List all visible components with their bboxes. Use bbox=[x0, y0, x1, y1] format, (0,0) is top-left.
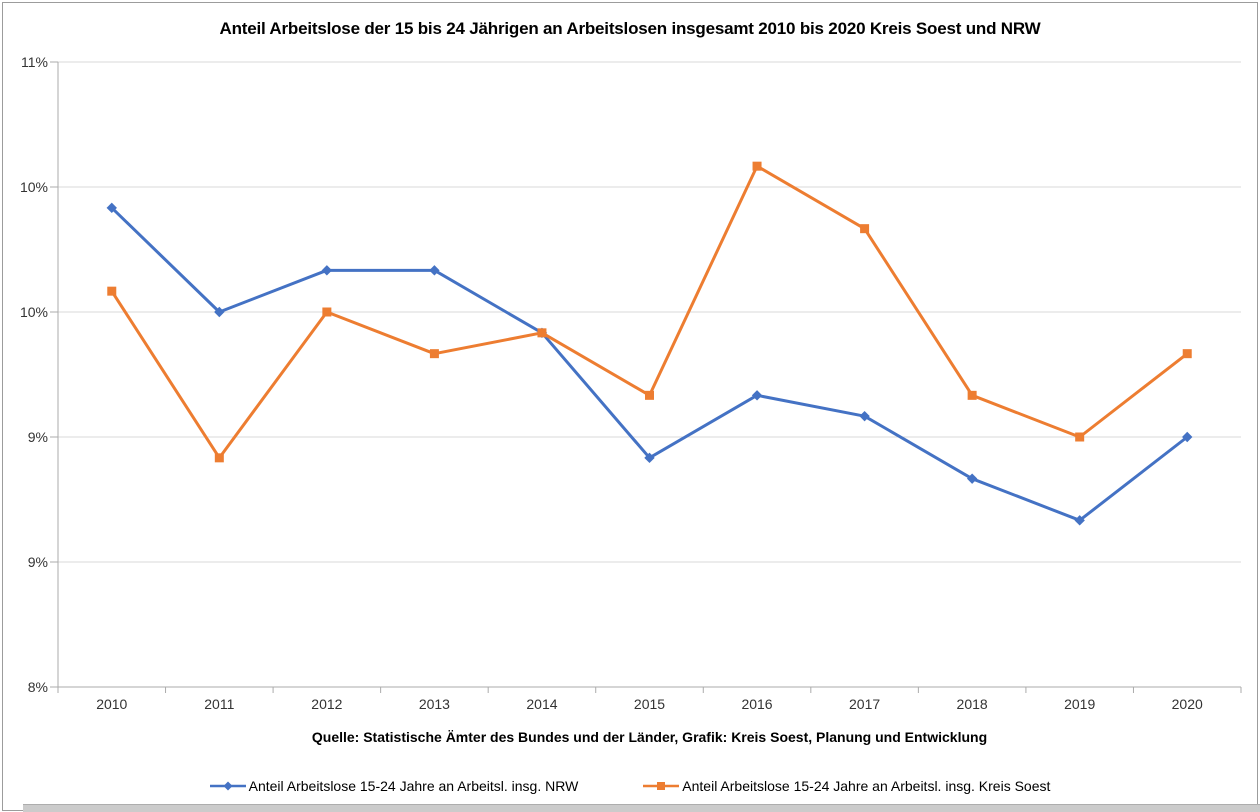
kreis-soest-marker bbox=[429, 349, 439, 359]
kreis-soest-marker bbox=[645, 390, 654, 400]
nrw-line bbox=[110, 206, 1189, 522]
x-axis-label: 2019 bbox=[1064, 696, 1095, 712]
kreis-soest-marker bbox=[860, 224, 870, 234]
y-axis-label: 11% bbox=[21, 54, 48, 70]
nrw-marker bbox=[429, 265, 440, 276]
nrw-marker bbox=[1182, 431, 1193, 443]
kreis-soest-marker bbox=[107, 286, 117, 296]
legend-entry-kreis-soest: Anteil Arbeitslose 15-24 Jahre an Arbeit… bbox=[643, 778, 1050, 794]
nrw-marker bbox=[859, 410, 870, 422]
kreis-soest-marker bbox=[322, 307, 332, 317]
legend-label-kreis-soest: Anteil Arbeitslose 15-24 Jahre an Arbeit… bbox=[682, 778, 1051, 794]
x-axis-label: 2010 bbox=[96, 696, 127, 712]
y-axis-label: 10% bbox=[20, 304, 48, 320]
nrw-marker bbox=[214, 306, 225, 318]
nrw-marker bbox=[106, 202, 117, 214]
nrw-marker bbox=[321, 265, 333, 276]
nrw-marker bbox=[966, 473, 978, 484]
nrw-marker bbox=[644, 452, 655, 464]
nrw-marker bbox=[1074, 515, 1085, 526]
kreis-soest-marker bbox=[752, 161, 762, 171]
legend: Anteil Arbeitslose 15-24 Jahre an Arbeit… bbox=[0, 778, 1260, 794]
x-axis-label: 2011 bbox=[204, 696, 234, 712]
x-axis-label: 2014 bbox=[526, 696, 557, 712]
x-axis-label: 2013 bbox=[419, 696, 450, 712]
x-axis-label: 2012 bbox=[311, 696, 342, 712]
kreis-soest-legend-marker-icon bbox=[643, 782, 680, 790]
y-axis-label: 9% bbox=[28, 429, 48, 445]
kreis-soest-marker bbox=[537, 328, 547, 338]
x-axis-label: 2016 bbox=[741, 696, 772, 712]
y-axis-label: 8% bbox=[28, 679, 48, 695]
nrw-marker bbox=[751, 390, 763, 401]
chart-title: Anteil Arbeitslose der 15 bis 24 Jährige… bbox=[219, 19, 1041, 38]
y-axis-label: 10% bbox=[20, 179, 48, 195]
kreis-soest-legend-point bbox=[657, 782, 666, 790]
legend-label-nrw: Anteil Arbeitslose 15-24 Jahre an Arbeit… bbox=[248, 778, 579, 794]
y-axis-label: 9% bbox=[28, 554, 48, 570]
nrw-legend-marker-icon bbox=[209, 781, 246, 791]
x-axis-label: 2015 bbox=[634, 696, 665, 712]
x-axis-label: 2020 bbox=[1172, 696, 1203, 712]
kreis-soest-marker bbox=[1075, 432, 1085, 442]
nrw-legend-point bbox=[223, 781, 233, 791]
x-axis-label: 2018 bbox=[957, 696, 988, 712]
source-caption: Quelle: Statistische Ämter des Bundes un… bbox=[311, 729, 988, 745]
kreis-soest-marker bbox=[214, 453, 224, 463]
kreis-soest-marker bbox=[1182, 349, 1192, 359]
x-axis-label: 2017 bbox=[849, 696, 880, 712]
kreis-soest-marker bbox=[967, 390, 977, 400]
legend-entry-nrw: Anteil Arbeitslose 15-24 Jahre an Arbeit… bbox=[209, 778, 579, 794]
horizontal-scrollbar[interactable] bbox=[23, 804, 1260, 812]
